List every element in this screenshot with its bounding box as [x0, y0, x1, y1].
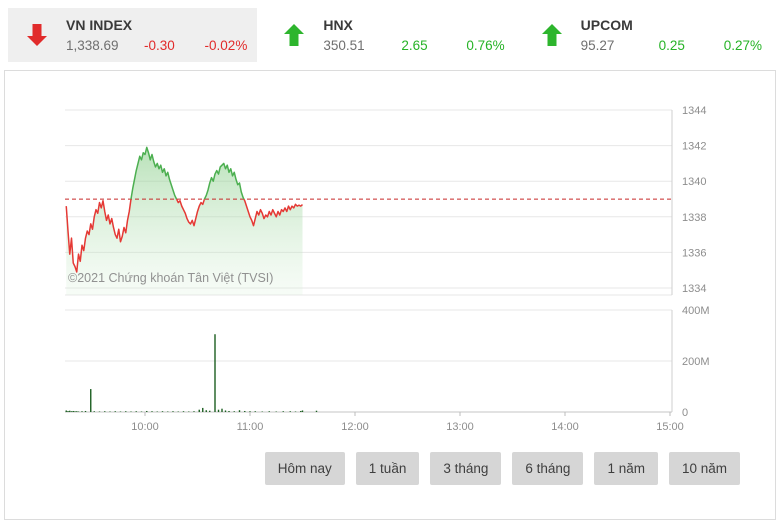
range-button-1-year[interactable]: 1 năm — [594, 452, 658, 485]
index-panel-upcom[interactable]: UPCOM 95.27 0.25 0.27% — [522, 8, 772, 62]
range-selector: Hôm nay 1 tuần 3 tháng 6 tháng 1 năm 10 … — [264, 452, 740, 485]
time-axis-label: 14:00 — [551, 421, 579, 433]
price-line-segment — [175, 198, 206, 227]
index-value: 1,338.69 — [66, 38, 119, 53]
volume-axis-label: 0 — [682, 407, 688, 419]
range-button-1-week[interactable]: 1 tuần — [355, 452, 420, 485]
index-name: VN INDEX — [66, 17, 133, 33]
watermark: ©2021 Chứng khoán Tân Việt (TVSI) — [68, 271, 274, 285]
index-summary-bar: VN INDEX 1,338.69 -0.30 -0.02% HNX 350.5… — [8, 8, 772, 62]
hnx-direction-up-icon — [265, 22, 323, 48]
index-value: 95.27 — [580, 38, 615, 53]
chart-container: 1344 1342 1340 1338 1336 1334 400M 200M 0 10:00 11… — [4, 70, 776, 520]
price-axis-label: 1344 — [682, 105, 706, 117]
price-line-segment — [130, 146, 178, 200]
time-axis-label: 13:00 — [446, 421, 474, 433]
price-axis-label: 1342 — [682, 141, 706, 153]
index-change-pct: -0.02% — [204, 38, 248, 53]
time-axis-label: 11:00 — [237, 421, 264, 433]
index-panel-vnindex[interactable]: VN INDEX 1,338.69 -0.30 -0.02% — [8, 8, 258, 62]
volume-axis-label: 200M — [682, 356, 710, 368]
time-axis-label: 15:00 — [656, 421, 684, 433]
index-change: -0.30 — [144, 38, 175, 53]
range-button-10-years[interactable]: 10 năm — [668, 452, 740, 485]
index-change: 0.25 — [658, 38, 685, 53]
index-panel-hnx[interactable]: HNX 350.51 2.65 0.76% — [265, 8, 515, 62]
price-area-fill — [66, 147, 303, 295]
range-button-today[interactable]: Hôm nay — [264, 452, 345, 485]
time-axis-label: 10:00 — [131, 421, 159, 433]
price-axis-label: 1340 — [682, 176, 706, 188]
index-change-pct: 0.76% — [466, 38, 505, 53]
index-value: 350.51 — [323, 38, 365, 53]
time-axis-label: 12:00 — [341, 421, 369, 433]
price-line-segment — [243, 198, 304, 227]
vnindex-direction-down-icon — [8, 22, 66, 48]
index-change: 2.65 — [401, 38, 428, 53]
price-line-segment — [65, 199, 132, 273]
range-button-3-months[interactable]: 3 tháng — [430, 452, 502, 485]
price-line-segment — [203, 162, 245, 200]
index-name: HNX — [323, 17, 353, 33]
intraday-chart: 1344 1342 1340 1338 1336 1334 400M 200M 0 10:00 11… — [65, 105, 710, 433]
price-axis-label: 1336 — [682, 247, 706, 259]
upcom-direction-up-icon — [523, 22, 581, 48]
range-button-6-months[interactable]: 6 tháng — [512, 452, 584, 485]
volume-axis-label: 400M — [682, 305, 710, 317]
index-name: UPCOM — [580, 17, 633, 33]
price-axis-label: 1334 — [682, 283, 706, 295]
price-axis-label: 1338 — [682, 212, 706, 224]
index-change-pct: 0.27% — [723, 38, 762, 53]
